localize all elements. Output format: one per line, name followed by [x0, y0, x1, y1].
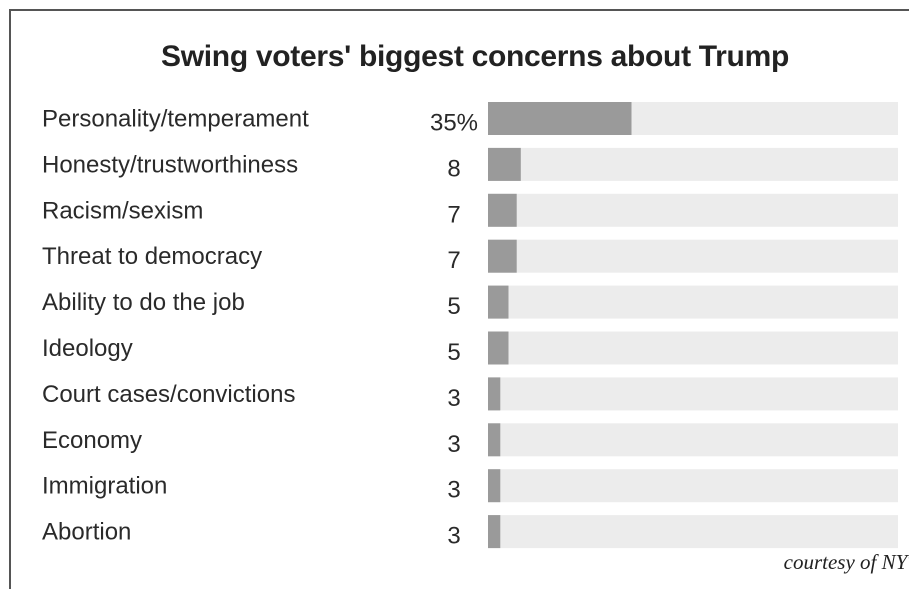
- value-label: 3: [447, 523, 460, 550]
- bar-row: Immigration 3: [42, 469, 898, 504]
- bar: [488, 377, 501, 411]
- chart-frame: [9, 9, 909, 589]
- bar: [488, 515, 501, 549]
- bar-row: Abortion 3: [42, 515, 898, 550]
- bar-track: [488, 515, 898, 549]
- value-label: 7: [447, 201, 460, 228]
- value-label: 3: [447, 477, 460, 504]
- bar-row: Ability to do the job 5: [42, 285, 898, 320]
- bar: [488, 285, 509, 319]
- value-label: 3: [447, 385, 460, 412]
- bar-row: Honesty/trustworthiness 8: [42, 147, 898, 182]
- category-label: Racism/sexism: [42, 197, 203, 224]
- category-label: Ability to do the job: [42, 289, 245, 316]
- category-label: Abortion: [42, 519, 131, 546]
- bar: [488, 193, 517, 227]
- bar: [488, 102, 632, 135]
- bar-chart: Personality/temperament 35% Honesty/trustw…: [42, 102, 898, 550]
- bar-track: [488, 377, 898, 411]
- bar-row: Threat to democracy 7: [42, 239, 898, 274]
- bar-track: [488, 423, 898, 457]
- bar: [488, 147, 521, 181]
- category-label: Threat to democracy: [42, 243, 262, 270]
- bar-track: [488, 147, 898, 181]
- value-label: 7: [447, 247, 460, 274]
- bar-row: Racism/sexism 7: [42, 193, 898, 228]
- bar-track: [488, 239, 898, 273]
- value-label: 5: [447, 339, 460, 366]
- category-label: Immigration: [42, 473, 167, 500]
- bar-track: [488, 469, 898, 503]
- bar-track: [488, 193, 898, 227]
- value-label: 35%: [430, 110, 478, 137]
- category-label: Economy: [42, 427, 142, 454]
- credit-text: courtesy of NYT: [783, 550, 909, 574]
- category-label: Ideology: [42, 335, 133, 362]
- chart-title: Swing voters' biggest concerns about Tru…: [161, 40, 789, 73]
- bar: [488, 239, 517, 273]
- bar: [488, 423, 501, 457]
- bar-row: Economy 3: [42, 423, 898, 458]
- category-label: Honesty/trustworthiness: [42, 151, 298, 178]
- bar-row: Ideology 5: [42, 331, 898, 366]
- bar-track: [488, 331, 898, 365]
- value-label: 8: [447, 155, 460, 182]
- category-label: Court cases/convictions: [42, 381, 295, 408]
- bar-track: [488, 285, 898, 319]
- bar-row: Personality/temperament 35%: [42, 102, 898, 137]
- value-label: 3: [447, 431, 460, 458]
- value-label: 5: [447, 293, 460, 320]
- category-label: Personality/temperament: [42, 106, 309, 133]
- bar: [488, 469, 501, 503]
- bar: [488, 331, 509, 365]
- bar-row: Court cases/convictions 3: [42, 377, 898, 412]
